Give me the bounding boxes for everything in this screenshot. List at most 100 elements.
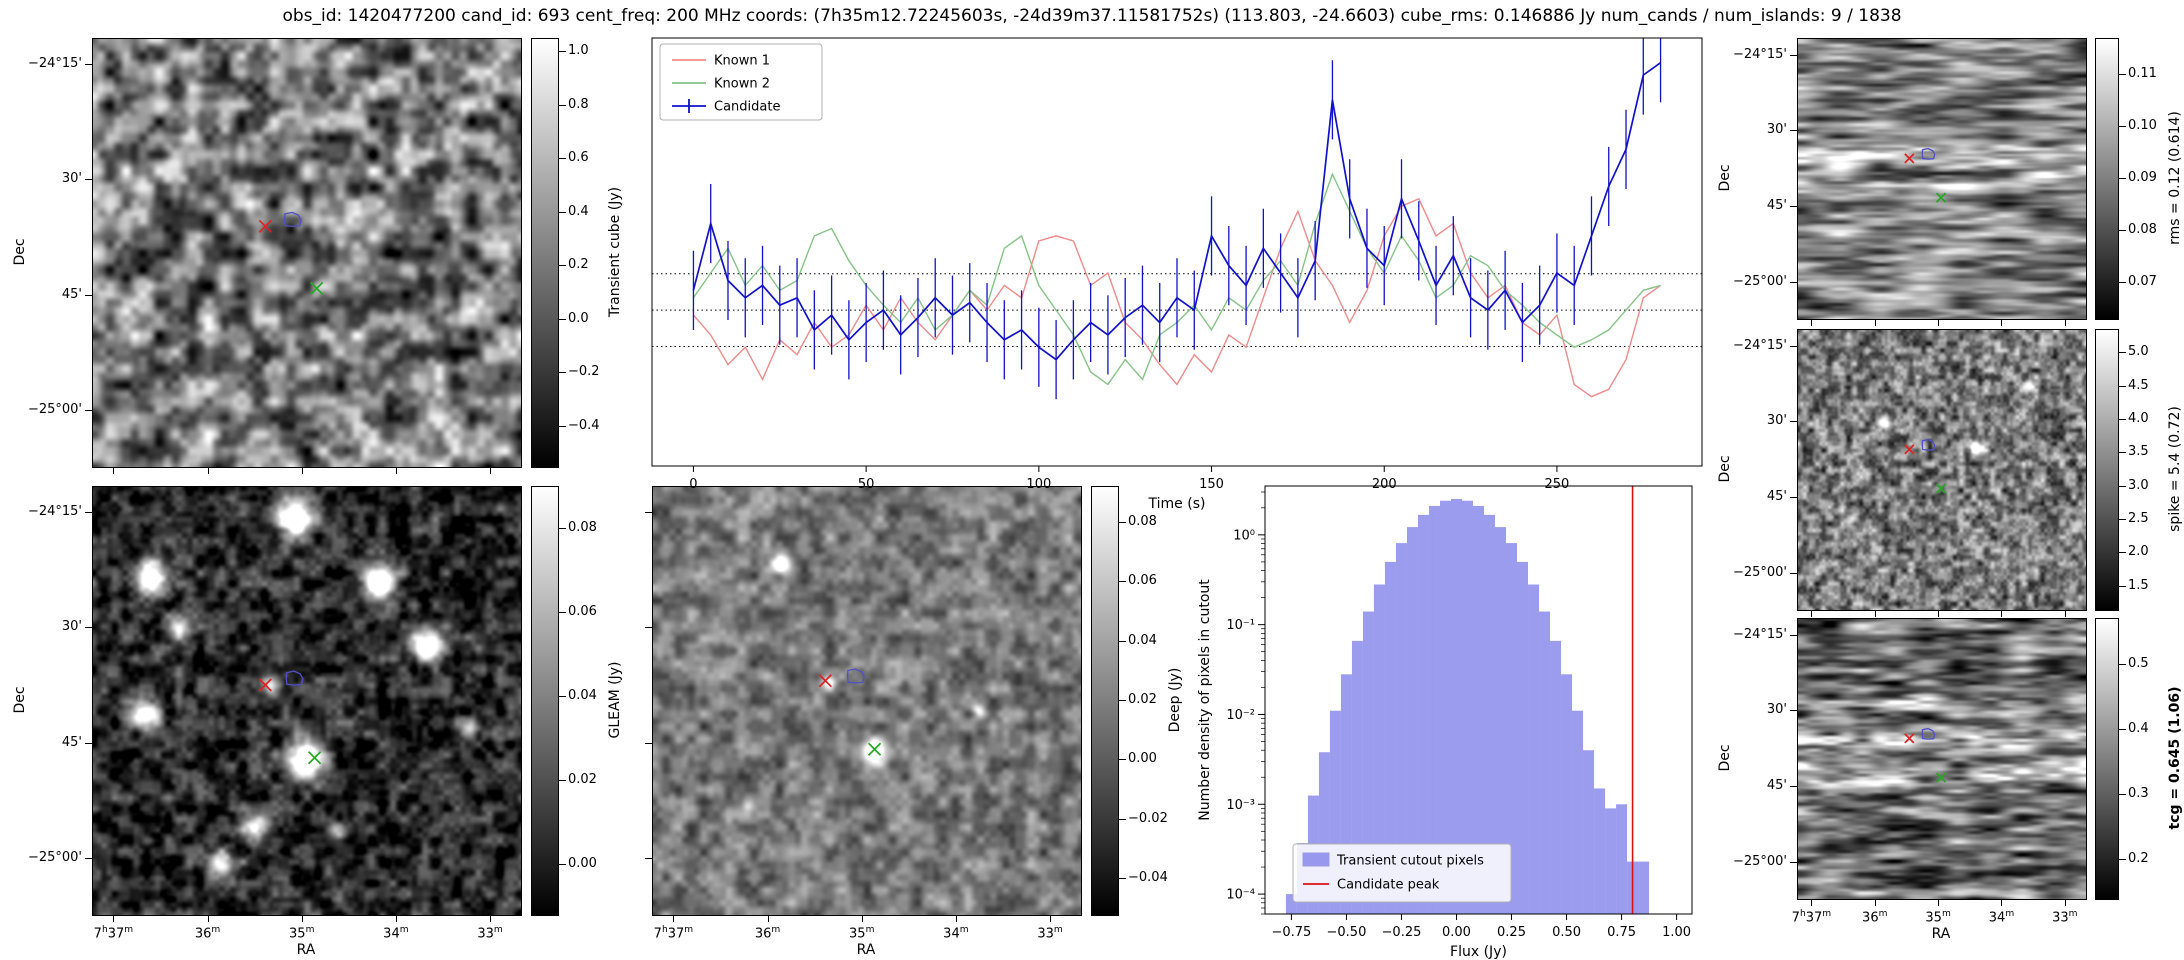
transient-cb-tick <box>559 211 566 213</box>
histogram-legend: Transient cutout pixels Candidate peak <box>1292 843 1512 903</box>
flux-tick-label: 1.00 <box>1662 925 1691 940</box>
deep-cb-tick <box>1119 521 1126 523</box>
histogram-bar <box>1329 710 1341 914</box>
time-axis-label: Time (s) <box>1148 496 1206 512</box>
red-x-marker <box>258 678 272 692</box>
tcg-ra-tick <box>1874 899 1876 906</box>
gleam-dec-axis-label: Dec <box>12 686 28 714</box>
series-candidate <box>692 62 1662 361</box>
deep-cb-tick <box>1119 759 1126 761</box>
density-tick-label: 10⁻³ <box>1226 798 1255 813</box>
tcg-cb-tick <box>2119 728 2126 730</box>
transient-image <box>92 38 522 468</box>
time-tick-label: 0 <box>689 477 697 492</box>
tcg-dec-tick-label: 45' <box>1766 778 1787 793</box>
time-tick-label: 150 <box>1199 477 1224 492</box>
gleam-cb-tick-label: 0.04 <box>568 687 597 703</box>
histogram-bar <box>1638 861 1650 914</box>
deep-ra-tick-label: 36m <box>754 925 781 942</box>
tcg-ra-axis-label: RA <box>1931 926 1951 942</box>
spike-dec-tick-label: −24°15' <box>1732 337 1787 353</box>
density-tick-label: 10⁻² <box>1226 708 1255 723</box>
transient-dec-tick-label: −24°15' <box>27 55 82 71</box>
gleam-ra-tick-label: 7h37m <box>93 925 134 942</box>
green-x-marker <box>1935 772 1947 783</box>
deep-cb-tick-label: 0.06 <box>1128 573 1157 589</box>
gleam-dec-tick <box>85 627 92 629</box>
gleam-markers-overlay <box>258 670 322 765</box>
tcg-ra-tick <box>2001 899 2003 906</box>
gleam-cb-tick <box>559 863 566 865</box>
gleam-ra-tick <box>301 915 303 922</box>
transient-cb-tick <box>559 51 566 53</box>
rms-cb-tick <box>2119 281 2126 283</box>
candidate-contour <box>846 668 865 684</box>
transient-dec-tick <box>85 63 92 65</box>
transient-colorbar-label: Transient cube (Jy) <box>607 186 623 318</box>
histogram-bar <box>1395 543 1407 914</box>
time-tick-label: 50 <box>858 477 875 492</box>
deep-ra-axis-label: RA <box>856 942 876 958</box>
histogram-bar <box>1550 640 1562 914</box>
transient-ra-tick <box>490 467 492 474</box>
deep-dec-tick <box>645 742 652 744</box>
figure-title: obs_id: 1420477200 cand_id: 693 cent_fre… <box>282 6 1902 26</box>
histogram-bar <box>1450 498 1462 914</box>
spike-colorbar-label: spike = 5.4 (0.72) <box>2167 406 2183 532</box>
histogram-bar <box>1428 505 1440 914</box>
rms-ra-tick <box>2064 319 2066 326</box>
gleam-image <box>92 486 522 916</box>
gleam-ra-axis-label: RA <box>296 942 316 958</box>
deep-cb-tick-label: −0.04 <box>1128 870 1168 886</box>
spike-cb-tick <box>2119 552 2126 554</box>
lightcurve-plot: 0 50 100 150 200 250 Time (s) Known 1 Known 2 Can… <box>651 37 1703 512</box>
red-x-marker <box>1904 444 1915 455</box>
tcg-image <box>1797 618 2087 900</box>
time-tick-label: 250 <box>1545 477 1570 492</box>
gleam-ra-tick-label: 35m <box>289 925 315 942</box>
transient-ra-tick <box>207 467 209 474</box>
histogram-bar <box>1472 505 1485 914</box>
transient-markers-overlay <box>258 211 324 295</box>
rms-dec-tick <box>1790 130 1797 132</box>
tcg-ra-tick <box>1811 899 1813 906</box>
red-x-marker <box>1904 153 1915 164</box>
histogram-bar <box>1561 674 1573 914</box>
spike-cb-tick-label: 2.0 <box>2128 544 2149 560</box>
tcg-markers-overlay <box>1904 727 1947 783</box>
spike-ra-tick <box>1938 610 1940 617</box>
deep-cb-tick <box>1119 700 1126 701</box>
transient-dec-tick-label: 45' <box>61 286 82 302</box>
gleam-ra-tick-label: 33m <box>477 925 503 942</box>
gleam-dec-tick-label: 30' <box>61 619 82 635</box>
gleam-cb-tick-label: 0.00 <box>568 855 597 871</box>
tcg-ra-tick <box>1938 899 1940 906</box>
transient-ra-tick <box>301 467 303 474</box>
spike-colorbar <box>2095 329 2119 611</box>
spike-cb-tick-label: 1.5 <box>2128 577 2149 593</box>
rms-cb-tick-label: 0.07 <box>2128 273 2157 289</box>
gleam-colorbar-label: GLEAM (Jy) <box>607 661 623 739</box>
deep-dec-tick <box>645 627 652 629</box>
transient-dec-tick <box>85 294 92 296</box>
gleam-dec-tick-label: −24°15' <box>27 503 82 519</box>
transient-cb-tick <box>559 158 566 160</box>
density-tick-label: 10⁻⁴ <box>1226 888 1255 903</box>
deep-ra-tick <box>767 915 769 922</box>
rms-cb-tick-label: 0.11 <box>2128 66 2157 82</box>
transient-dec-axis-label: Dec <box>12 238 28 266</box>
flux-tick-label: 0.25 <box>1497 925 1526 940</box>
spike-image <box>1797 329 2087 611</box>
gleam-dec-tick-label: 45' <box>61 734 82 750</box>
tcg-cb-tick-label: 0.2 <box>2128 850 2149 866</box>
deep-ra-tick <box>1050 915 1052 922</box>
rms-dec-tick-label: −25°00' <box>1732 273 1787 289</box>
tcg-dec-tick <box>1790 861 1797 863</box>
spike-cb-tick-label: 3.0 <box>2128 477 2149 493</box>
gleam-cb-tick-label: 0.08 <box>568 519 597 535</box>
deep-cb-tick <box>1119 818 1126 820</box>
histogram-bar <box>1373 584 1385 914</box>
deep-markers-overlay <box>818 668 882 756</box>
legend-label: Known 1 <box>714 54 770 69</box>
